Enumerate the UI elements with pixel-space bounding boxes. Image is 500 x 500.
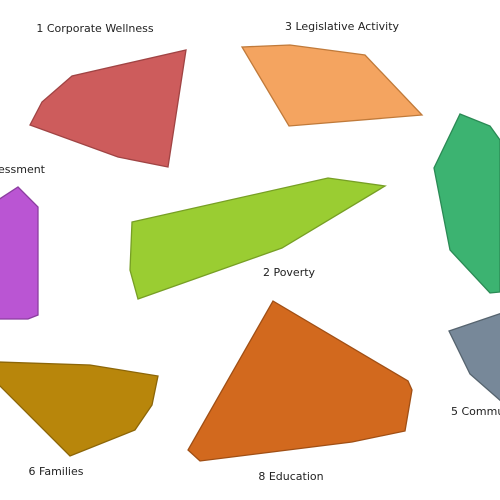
region-shape	[187, 300, 413, 462]
region-label: 2 Poverty	[263, 266, 316, 279]
region-label: essment	[0, 163, 46, 176]
region-label: 1 Corporate Wellness	[36, 22, 154, 35]
region-shape	[29, 49, 187, 168]
region-shape	[240, 44, 424, 127]
region-label: 5 Commu	[451, 405, 500, 418]
region-shape	[0, 361, 159, 457]
region-label: 3 Legislative Activity	[285, 20, 400, 33]
region-shape	[448, 312, 500, 402]
region-label: 8 Education	[258, 470, 323, 483]
region-shape	[433, 113, 500, 294]
region-shape	[0, 186, 39, 320]
region-shape	[129, 177, 387, 300]
region-label: 6 Families	[29, 465, 84, 478]
